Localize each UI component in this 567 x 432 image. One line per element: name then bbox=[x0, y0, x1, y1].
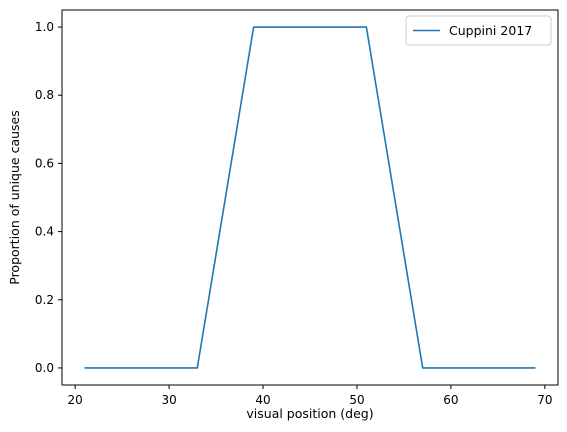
x-tick-label: 50 bbox=[349, 393, 364, 407]
y-tick-label: 0.2 bbox=[35, 293, 54, 307]
y-tick-label: 0.8 bbox=[35, 88, 54, 102]
y-axis-label: Proportion of unique causes bbox=[7, 110, 22, 285]
x-tick-label: 60 bbox=[443, 393, 458, 407]
x-axis-ticks: 20 30 40 50 60 70 bbox=[68, 385, 552, 407]
x-axis-label: visual position (deg) bbox=[246, 406, 373, 421]
x-tick-label: 20 bbox=[68, 393, 83, 407]
legend: Cuppini 2017 bbox=[405, 15, 552, 46]
series-line-cuppini-2017 bbox=[84, 26, 536, 369]
y-tick-label: 1.0 bbox=[35, 20, 54, 34]
y-tick-label: 0.0 bbox=[35, 361, 54, 375]
series-layer bbox=[84, 26, 536, 369]
x-tick-label: 40 bbox=[255, 393, 270, 407]
x-tick-label: 30 bbox=[161, 393, 176, 407]
y-tick-label: 0.6 bbox=[35, 156, 54, 170]
plot-area bbox=[62, 10, 558, 385]
legend-box bbox=[405, 15, 552, 46]
y-tick-label: 0.4 bbox=[35, 225, 54, 239]
x-tick-label: 70 bbox=[537, 393, 552, 407]
legend-label-cuppini-2017: Cuppini 2017 bbox=[449, 23, 532, 38]
y-axis-ticks: 0.0 0.2 0.4 0.6 0.8 1.0 bbox=[35, 20, 62, 375]
plot-frame bbox=[61, 9, 559, 386]
